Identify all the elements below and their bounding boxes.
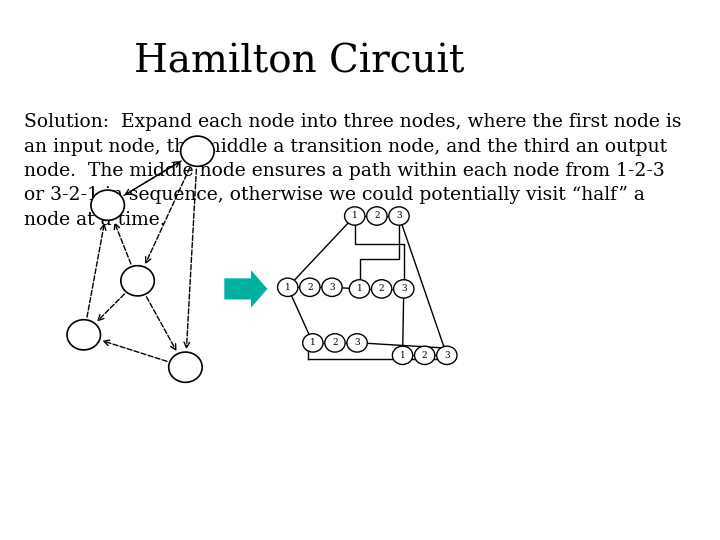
Polygon shape xyxy=(225,270,267,308)
Text: 1: 1 xyxy=(310,339,316,347)
Circle shape xyxy=(372,280,392,298)
Circle shape xyxy=(277,278,298,296)
Circle shape xyxy=(67,320,101,350)
Circle shape xyxy=(121,266,154,296)
Circle shape xyxy=(168,352,202,382)
Circle shape xyxy=(349,280,369,298)
Circle shape xyxy=(181,136,214,166)
Circle shape xyxy=(302,334,323,352)
Text: Hamilton Circuit: Hamilton Circuit xyxy=(134,43,464,80)
Text: 1: 1 xyxy=(356,285,362,293)
Text: 3: 3 xyxy=(396,212,402,220)
Text: 1: 1 xyxy=(400,351,405,360)
Circle shape xyxy=(366,207,387,225)
Text: 2: 2 xyxy=(379,285,384,293)
Text: 2: 2 xyxy=(374,212,379,220)
Circle shape xyxy=(325,334,345,352)
Text: 3: 3 xyxy=(444,351,450,360)
Circle shape xyxy=(322,278,342,296)
Circle shape xyxy=(389,207,409,225)
Text: 1: 1 xyxy=(285,283,291,292)
Circle shape xyxy=(394,280,414,298)
Text: Solution:  Expand each node into three nodes, where the first node is
an input n: Solution: Expand each node into three no… xyxy=(24,113,681,228)
Circle shape xyxy=(436,346,457,364)
Circle shape xyxy=(392,346,413,364)
Circle shape xyxy=(91,190,125,220)
Text: 3: 3 xyxy=(354,339,360,347)
Text: 2: 2 xyxy=(332,339,338,347)
Text: 3: 3 xyxy=(329,283,335,292)
Text: 3: 3 xyxy=(401,285,407,293)
Text: 2: 2 xyxy=(307,283,312,292)
Circle shape xyxy=(300,278,320,296)
Circle shape xyxy=(347,334,367,352)
Circle shape xyxy=(415,346,435,364)
Circle shape xyxy=(345,207,365,225)
Text: 1: 1 xyxy=(352,212,358,220)
Text: 2: 2 xyxy=(422,351,428,360)
